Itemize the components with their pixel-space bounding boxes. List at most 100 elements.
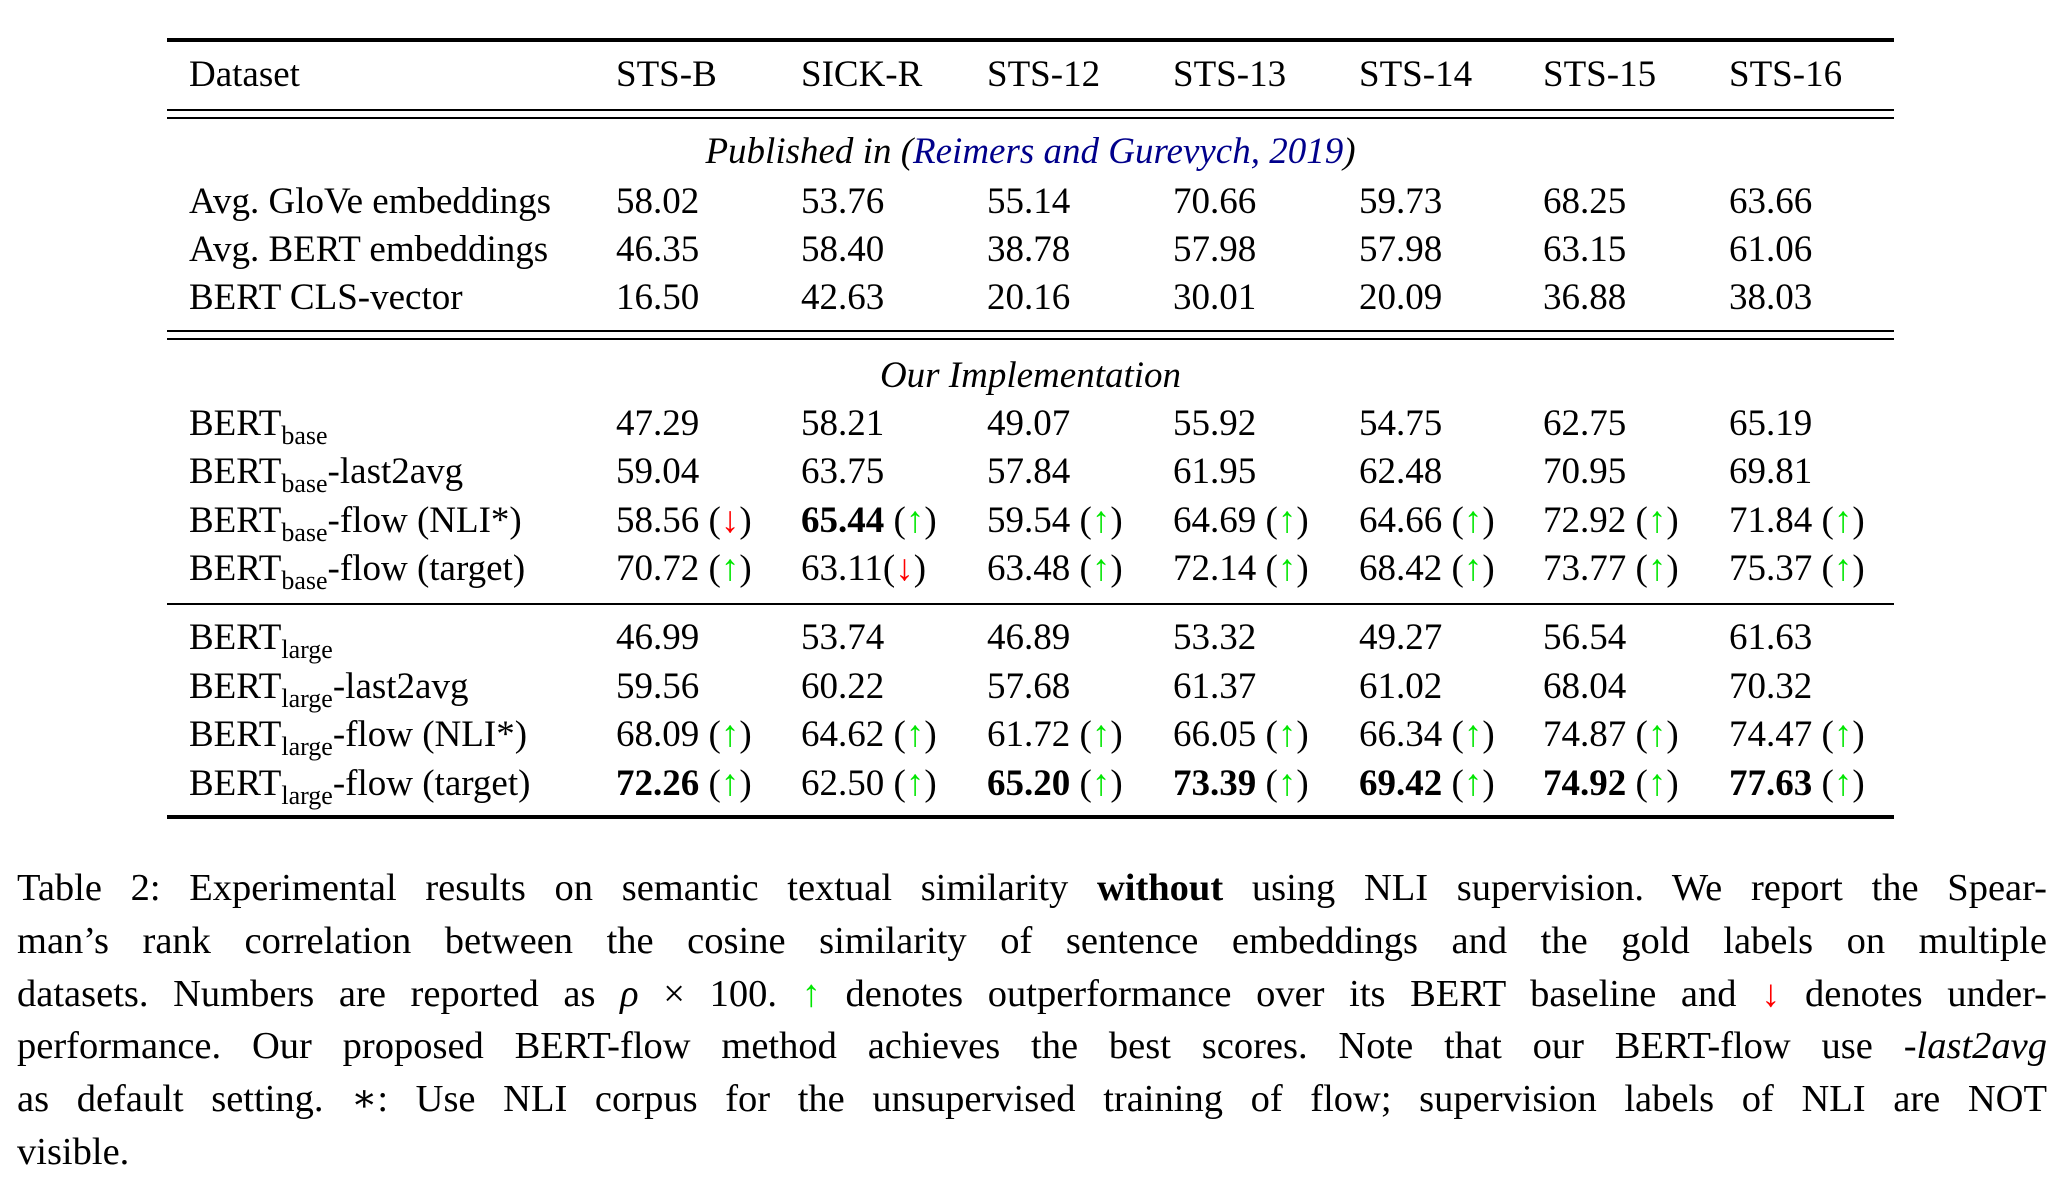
table-row: BERTbase-last2avg 59.04 63.75 57.84 61.95 62.… bbox=[167, 448, 1894, 497]
section-double-rule-1 bbox=[167, 330, 1894, 332]
score-value: 54.75 bbox=[1359, 403, 1443, 444]
change-indicator: (↑) bbox=[1626, 763, 1679, 804]
score-value: 46.35 bbox=[616, 229, 700, 270]
up-arrow-icon: ↑ bbox=[905, 500, 925, 541]
header-cell: STS-16 bbox=[1729, 54, 1843, 95]
row-label: Avg. BERT embeddings bbox=[189, 226, 548, 274]
score-cell: 59.54 (↑) bbox=[987, 497, 1123, 545]
model-variant: -flow (target) bbox=[327, 548, 526, 589]
score-cell: 73.77 (↑) bbox=[1543, 545, 1679, 593]
score-cell: 42.63 bbox=[801, 274, 884, 322]
score-cell: 61.02 bbox=[1359, 663, 1442, 711]
score-cell: 20.16 bbox=[987, 274, 1070, 322]
score-value: 49.27 bbox=[1359, 617, 1443, 658]
caption-text: performance. Our proposed BERT-flow meth… bbox=[17, 1025, 1904, 1068]
score-cell: 59.04 bbox=[616, 448, 699, 496]
score-value: 66.34 bbox=[1359, 714, 1443, 755]
score-value: 30.01 bbox=[1173, 277, 1257, 318]
score-value: 69.81 bbox=[1729, 451, 1813, 492]
header-cell: STS-B bbox=[616, 54, 717, 95]
score-value: 53.74 bbox=[801, 617, 885, 658]
change-indicator: (↓) bbox=[882, 548, 927, 589]
caption-line: as default setting. ∗: Use NLI corpus fo… bbox=[17, 1078, 2047, 1121]
score-cell: 65.19 bbox=[1729, 400, 1812, 448]
change-indicator: (↑) bbox=[1256, 763, 1309, 804]
change-indicator: (↑) bbox=[884, 763, 937, 804]
score-cell: 71.84 (↑) bbox=[1729, 497, 1865, 545]
section-double-rule-2 bbox=[167, 338, 1894, 340]
score-cell: 65.44 (↑) bbox=[801, 497, 937, 545]
table-header: Dataset STS-B SICK-R STS-12 STS-13 STS-1… bbox=[167, 51, 1894, 99]
score-cell: 68.09 (↑) bbox=[616, 711, 752, 759]
score-cell: 72.92 (↑) bbox=[1543, 497, 1679, 545]
score-value: 57.68 bbox=[987, 666, 1071, 707]
model-name: BERT bbox=[189, 548, 282, 589]
header-cell: SICK-R bbox=[801, 54, 923, 95]
table-row: BERTbase-flow (NLI*) 58.56 (↓) 65.44 (↑) 59… bbox=[167, 497, 1894, 546]
model-name: BERT bbox=[189, 500, 282, 541]
score-cell: 73.39 (↑) bbox=[1173, 760, 1309, 808]
row-label: BERTlarge-flow (target) bbox=[189, 760, 530, 809]
score-value: 59.73 bbox=[1359, 181, 1443, 222]
score-value: 64.62 bbox=[801, 714, 885, 755]
score-cell: 74.92 (↑) bbox=[1543, 760, 1679, 808]
score-cell: 55.14 bbox=[987, 178, 1070, 226]
model-variant: -flow (NLI*) bbox=[327, 500, 522, 541]
score-cell: 55.92 bbox=[1173, 400, 1256, 448]
change-indicator: (↑) bbox=[1812, 548, 1865, 589]
change-indicator: (↑) bbox=[699, 548, 752, 589]
score-cell: 57.84 bbox=[987, 448, 1070, 496]
score-cell: 57.98 bbox=[1173, 226, 1256, 274]
score-cell: 72.26 (↑) bbox=[616, 760, 752, 808]
model-name: Avg. GloVe embeddings bbox=[189, 181, 552, 222]
up-arrow-icon: ↑ bbox=[1647, 500, 1667, 541]
change-indicator: (↑) bbox=[1442, 763, 1495, 804]
score-value: 61.02 bbox=[1359, 666, 1443, 707]
score-value: 68.25 bbox=[1543, 181, 1627, 222]
caption-line: performance. Our proposed BERT-flow meth… bbox=[17, 1020, 2047, 1073]
up-arrow-icon: ↑ bbox=[1833, 714, 1853, 755]
model-name: BERT bbox=[189, 666, 282, 707]
model-size-subscript: large bbox=[281, 684, 333, 713]
header-cell: STS-12 bbox=[987, 54, 1101, 95]
table-row: BERT CLS-vector 16.50 42.63 20.16 30.01 20.09… bbox=[167, 274, 1894, 322]
score-cell: 70.72 (↑) bbox=[616, 545, 752, 593]
citation-link[interactable]: Reimers and Gurevych, 2019 bbox=[913, 131, 1344, 172]
up-arrow-icon: ↑ bbox=[1463, 548, 1483, 589]
score-value: 63.15 bbox=[1543, 229, 1627, 270]
score-value: 38.78 bbox=[987, 229, 1071, 270]
score-cell: 68.42 (↑) bbox=[1359, 545, 1495, 593]
section-title-text: ) bbox=[1343, 131, 1356, 172]
change-indicator: (↑) bbox=[884, 500, 937, 541]
score-value: 70.95 bbox=[1543, 451, 1627, 492]
change-indicator: (↑) bbox=[1626, 548, 1679, 589]
up-arrow-icon: ↑ bbox=[1463, 714, 1483, 755]
table-row: BERTbase 47.29 58.21 49.07 55.92 54.75 62.75 65… bbox=[167, 400, 1894, 449]
up-arrow-icon: ↑ bbox=[1833, 500, 1853, 541]
score-cell: 68.04 bbox=[1543, 663, 1626, 711]
change-indicator: (↑) bbox=[1256, 548, 1309, 589]
score-value: 70.32 bbox=[1729, 666, 1813, 707]
score-value: 59.04 bbox=[616, 451, 700, 492]
score-cell: 66.05 (↑) bbox=[1173, 711, 1309, 759]
up-arrow-icon: ↑ bbox=[1277, 500, 1297, 541]
score-cell: 30.01 bbox=[1173, 274, 1256, 322]
change-indicator: (↑) bbox=[1812, 714, 1865, 755]
score-value: 42.63 bbox=[801, 277, 885, 318]
up-arrow-icon: ↑ bbox=[720, 714, 740, 755]
score-value: 77.63 bbox=[1729, 763, 1813, 804]
section-rule bbox=[167, 603, 1894, 605]
up-arrow-icon: ↑ bbox=[720, 548, 740, 589]
score-cell: 63.15 bbox=[1543, 226, 1626, 274]
change-indicator: (↑) bbox=[1256, 500, 1309, 541]
score-cell: 62.50 (↑) bbox=[801, 760, 937, 808]
model-variant: -last2avg bbox=[327, 451, 464, 492]
score-value: 59.56 bbox=[616, 666, 700, 707]
score-value: 61.72 bbox=[987, 714, 1071, 755]
score-value: 58.56 bbox=[616, 500, 700, 541]
score-cell: 75.37 (↑) bbox=[1729, 545, 1865, 593]
row-label: BERTbase-flow (target) bbox=[189, 545, 526, 594]
score-value: 46.89 bbox=[987, 617, 1071, 658]
score-value: 20.09 bbox=[1359, 277, 1443, 318]
score-cell: 64.62 (↑) bbox=[801, 711, 937, 759]
